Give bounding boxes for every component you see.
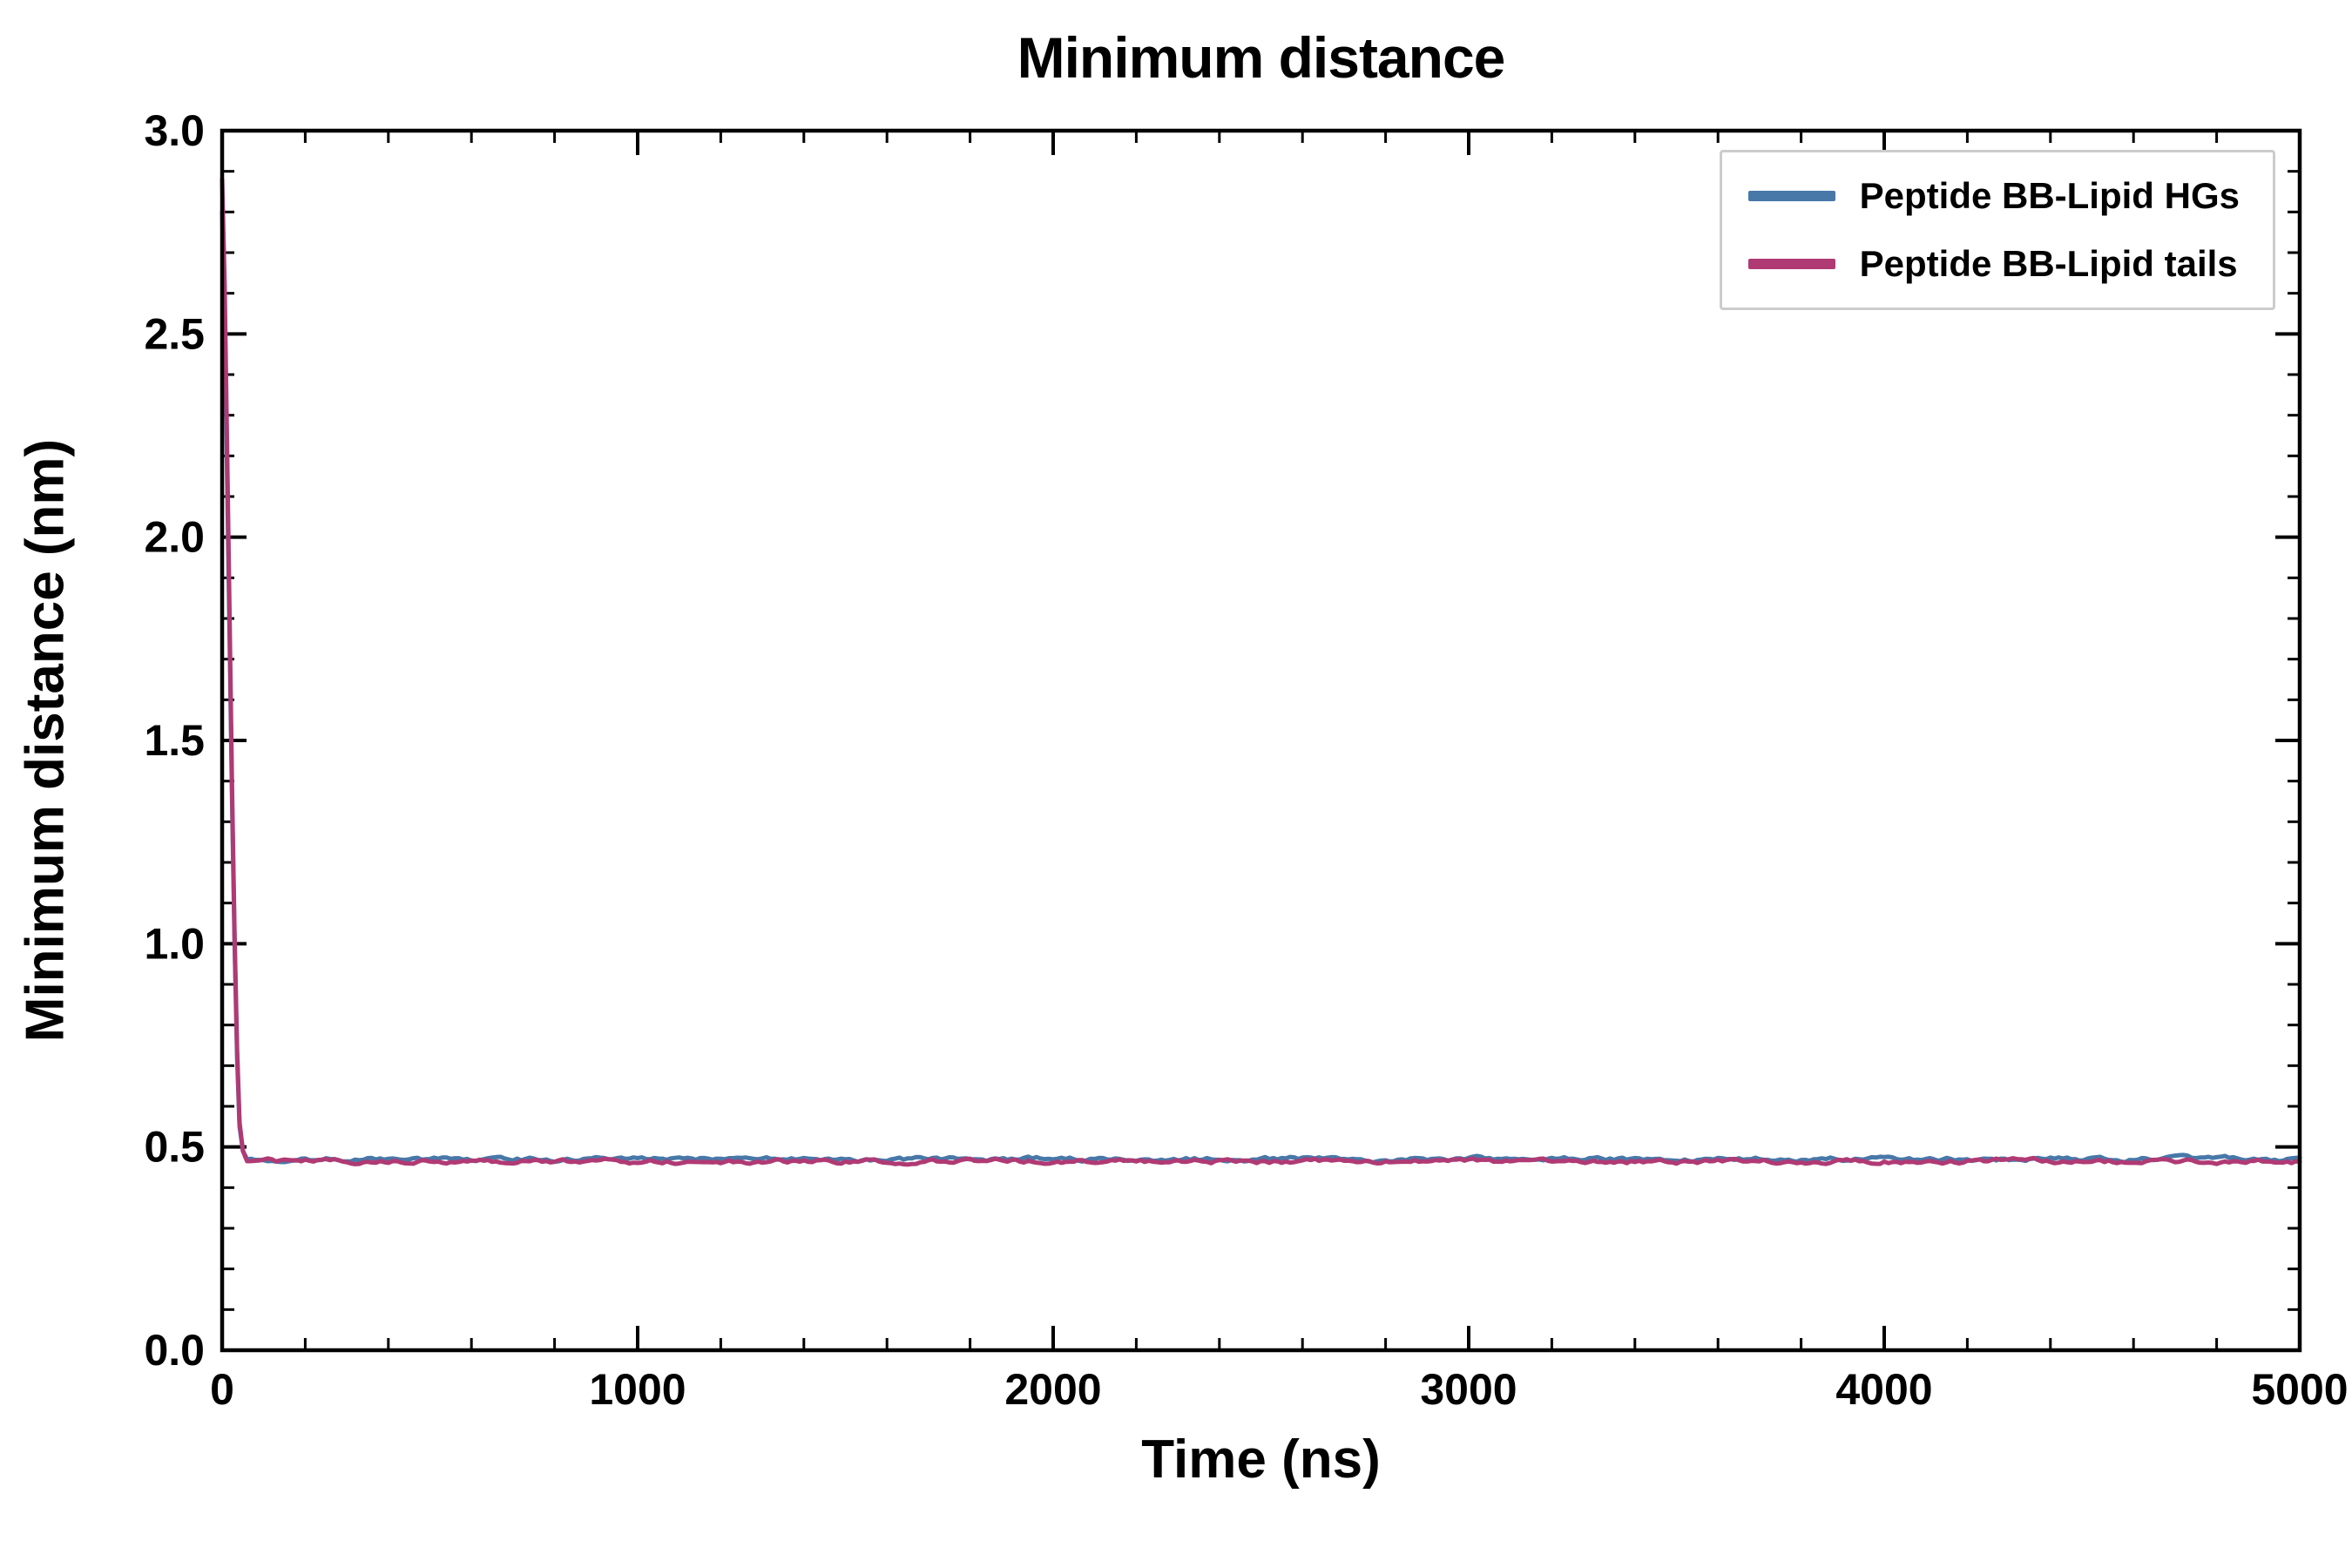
y-tick-label: 0.0: [144, 1326, 205, 1375]
y-tick-label: 2.5: [144, 309, 205, 358]
legend: Peptide BB-Lipid HGs Peptide BB-Lipid tai…: [1719, 150, 2275, 310]
x-tick-label: 0: [210, 1365, 234, 1414]
y-tick-label: 2.0: [144, 513, 205, 562]
x-tick-label: 5000: [2251, 1365, 2348, 1414]
legend-item-label: Peptide BB-Lipid HGs: [1859, 175, 2240, 216]
x-tick-label: 1000: [589, 1365, 686, 1414]
legend-line-sample: [1747, 259, 1835, 269]
x-tick-label: 3000: [1420, 1365, 1517, 1414]
y-tick-label: 1.5: [144, 716, 205, 765]
legend-item: Peptide BB-Lipid tails: [1747, 243, 2240, 285]
legend-item-label: Peptide BB-Lipid tails: [1859, 243, 2238, 284]
series-line-peptide-bb-lipid-hgs: [220, 209, 2302, 1165]
x-tick-label: 2000: [1004, 1365, 1101, 1414]
series-line-peptide-bb-lipid-tails: [220, 177, 2302, 1167]
y-tick-label: 3.0: [144, 106, 205, 155]
chart-title: Minimum distance: [1017, 25, 1506, 90]
x-axis-label: Time (ns): [1141, 1429, 1381, 1490]
x-tick-label: 4000: [1835, 1365, 1932, 1414]
legend-item: Peptide BB-Lipid HGs: [1747, 175, 2240, 217]
y-tick-label: 0.5: [144, 1123, 205, 1172]
axes-frame: [220, 128, 2302, 1353]
legend-line-sample: [1747, 191, 1835, 201]
y-tick-label: 1.0: [144, 919, 205, 968]
